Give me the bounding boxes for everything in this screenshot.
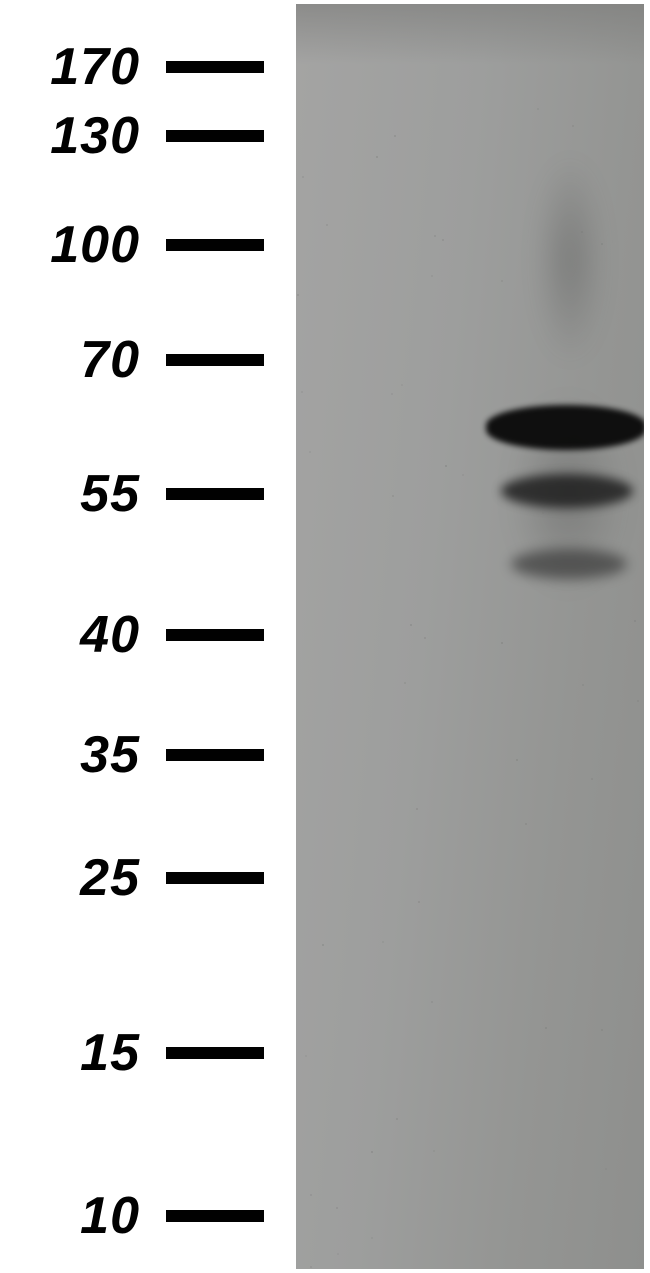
secondary-band-1	[501, 474, 633, 508]
noise-dot	[516, 759, 518, 761]
noise-dot	[434, 235, 436, 237]
ladder-tick	[166, 1210, 264, 1222]
ladder-label: 10	[0, 1186, 140, 1246]
ladder-tick	[166, 1047, 264, 1059]
blot-top-shadow	[296, 4, 644, 64]
ladder-marker-170: 170	[0, 37, 294, 97]
ladder-marker-40: 40	[0, 605, 294, 665]
molecular-weight-ladder: 170 130 100 70 55 40 35 25 15 10	[0, 0, 294, 1273]
western-blot-figure: 170 130 100 70 55 40 35 25 15 10	[0, 0, 650, 1273]
ladder-label: 130	[0, 106, 140, 166]
ladder-label: 100	[0, 215, 140, 275]
blot-membrane	[296, 4, 644, 1269]
noise-dot	[309, 451, 311, 453]
ladder-tick	[166, 354, 264, 366]
ladder-marker-15: 15	[0, 1023, 294, 1083]
ladder-marker-10: 10	[0, 1186, 294, 1246]
noise-dot	[501, 280, 503, 282]
noise-dot	[336, 1207, 338, 1209]
ladder-marker-130: 130	[0, 106, 294, 166]
ladder-tick	[166, 872, 264, 884]
ladder-tick	[166, 749, 264, 761]
noise-dot	[392, 495, 394, 497]
secondary-band-2	[511, 549, 627, 579]
noise-dot	[537, 108, 539, 110]
ladder-tick	[166, 239, 264, 251]
noise-dot	[310, 1194, 312, 1196]
noise-dot	[410, 624, 412, 626]
ladder-label: 40	[0, 605, 140, 665]
ladder-marker-55: 55	[0, 464, 294, 524]
noise-dot	[433, 1150, 435, 1152]
noise-dot	[572, 125, 574, 127]
ladder-label: 35	[0, 725, 140, 785]
ladder-label: 55	[0, 464, 140, 524]
noise-dot	[404, 682, 406, 684]
noise-dot	[371, 1237, 373, 1239]
noise-dot	[310, 1266, 312, 1268]
noise-dot	[382, 941, 384, 943]
noise-dot	[326, 224, 328, 226]
ladder-marker-70: 70	[0, 330, 294, 390]
noise-dot	[401, 384, 403, 386]
ladder-marker-25: 25	[0, 848, 294, 908]
noise-dot	[542, 512, 544, 514]
noise-dot	[301, 391, 303, 393]
noise-dot	[396, 1118, 398, 1120]
ladder-tick	[166, 130, 264, 142]
ladder-tick	[166, 629, 264, 641]
ladder-tick	[166, 61, 264, 73]
main-band	[486, 405, 644, 450]
ladder-marker-35: 35	[0, 725, 294, 785]
ladder-label: 170	[0, 37, 140, 97]
ladder-label: 70	[0, 330, 140, 390]
ladder-label: 15	[0, 1023, 140, 1083]
noise-dot	[601, 243, 603, 245]
ladder-tick	[166, 488, 264, 500]
noise-dot	[394, 135, 396, 137]
ladder-label: 25	[0, 848, 140, 908]
ladder-marker-100: 100	[0, 215, 294, 275]
